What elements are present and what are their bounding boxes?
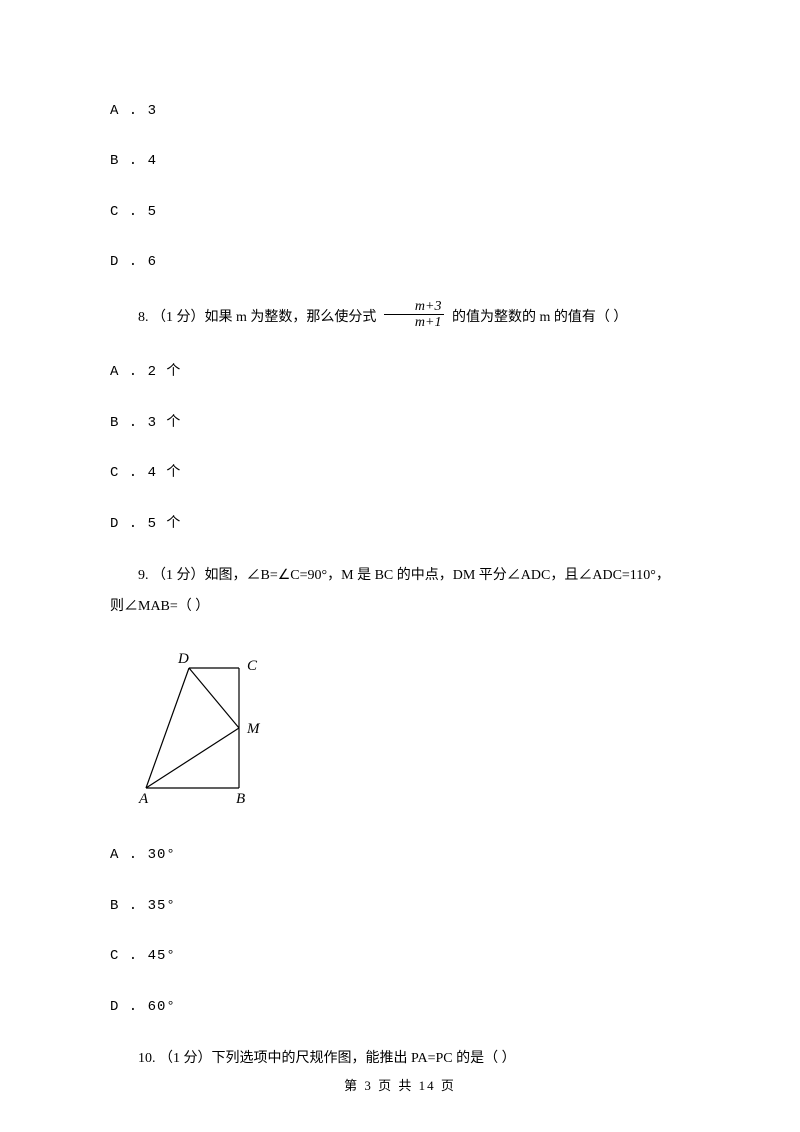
q9-option-d: D . 60° (110, 996, 690, 1018)
q9-option-c: C . 45° (110, 945, 690, 967)
q8-option-c: C . 4 个 (110, 462, 690, 484)
q10-stem: 10. （1 分）下列选项中的尺规作图，能推出 PA=PC 的是（ ） (110, 1046, 690, 1073)
q8-stem: 8. （1 分）如果 m 为整数，那么使分式 m+3m+1 的值为整数的 m 的… (110, 302, 690, 334)
q8-prefix: 8. （1 分）如果 m 为整数，那么使分式 (138, 310, 380, 325)
q8-option-a: A . 2 个 (110, 361, 690, 383)
q8-option-d: D . 5 个 (110, 513, 690, 535)
svg-text:C: C (247, 658, 258, 674)
q9-option-a: A . 30° (110, 844, 690, 866)
q7-option-c: C . 5 (110, 201, 690, 223)
q8-fraction: m+3m+1 (384, 299, 445, 331)
svg-text:D: D (177, 651, 189, 667)
q8-frac-num: m+3 (384, 299, 445, 315)
q8-option-b: B . 3 个 (110, 412, 690, 434)
q7-option-d: D . 6 (110, 251, 690, 273)
q9-figure: A B C D M (134, 648, 690, 814)
q8-suffix: 的值为整数的 m 的值有（ ） (448, 310, 627, 325)
q9-stem-line1: 9. （1 分）如图，∠B=∠C=90°，M 是 BC 的中点，DM 平分∠AD… (110, 563, 690, 590)
svg-text:A: A (138, 791, 149, 806)
q9-option-b: B . 35° (110, 895, 690, 917)
q7-option-a: A . 3 (110, 100, 690, 122)
geometry-diagram: A B C D M (134, 648, 269, 806)
q8-frac-den: m+1 (384, 315, 445, 330)
svg-text:M: M (246, 721, 261, 737)
q7-option-b: B . 4 (110, 150, 690, 172)
page-footer: 第 3 页 共 14 页 (0, 1075, 800, 1094)
q9-stem-line2: 则∠MAB=（ ） (110, 594, 690, 621)
svg-text:B: B (236, 791, 245, 806)
